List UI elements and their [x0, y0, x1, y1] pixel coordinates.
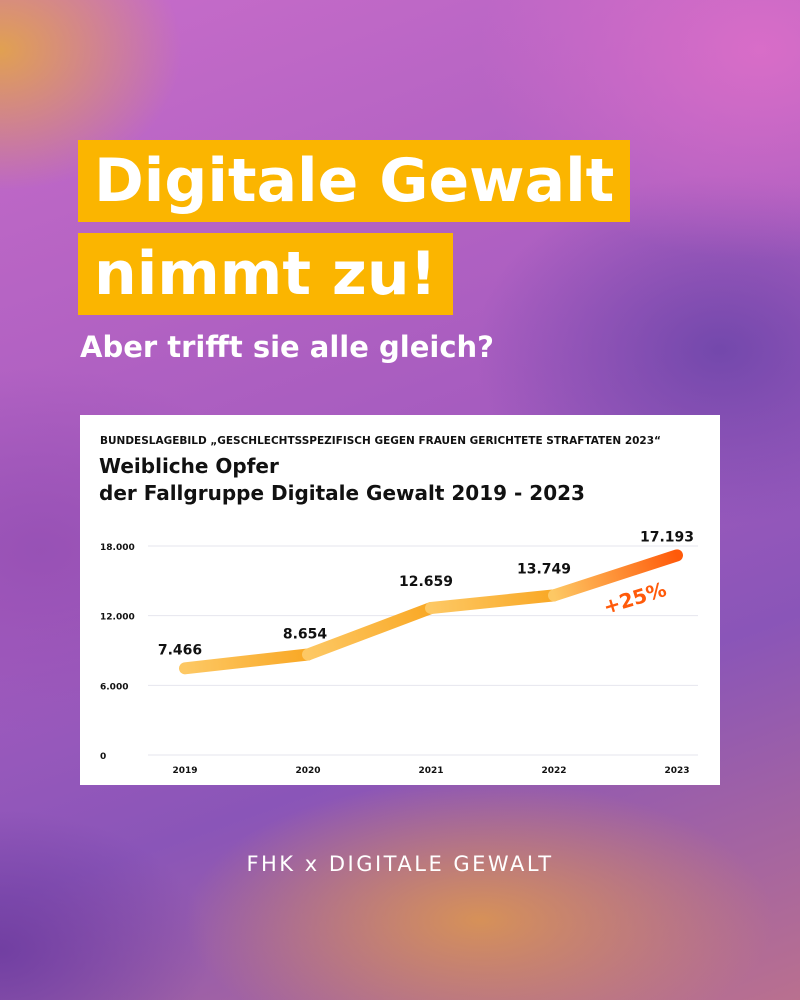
- chart-title-line-1: Weibliche Opfer: [99, 454, 279, 478]
- x-tick-label: 2023: [664, 766, 689, 776]
- growth-annotation: +25%: [600, 577, 669, 619]
- data-label: 7.466: [158, 642, 202, 658]
- chart-card: 0 6.000 12.000 18.000 2019 2020 2021 2022 2023 7.…: [80, 415, 720, 785]
- chart-title: Weibliche Opfer der Fallgruppe Digitale …: [99, 453, 585, 507]
- chart-source: BUNDESLAGEBILD „GESCHLECHTSSPEZIFISCH GE…: [100, 435, 661, 447]
- data-label: 13.749: [517, 561, 571, 577]
- line-segment: [179, 648, 314, 675]
- y-tick-label: 0: [100, 752, 106, 762]
- x-tick-label: 2019: [172, 766, 197, 776]
- line-chart: 0 6.000 12.000 18.000 2019 2020 2021 2022 2023 7.…: [100, 529, 698, 776]
- data-label: 17.193: [640, 529, 694, 545]
- line-segment: [425, 589, 560, 615]
- subheadline: Aber trifft sie alle gleich?: [80, 330, 494, 364]
- chart-title-line-2: der Fallgruppe Digitale Gewalt 2019 - 20…: [99, 481, 585, 505]
- data-label: 12.659: [399, 574, 453, 590]
- data-label: 8.654: [283, 627, 328, 643]
- footer-brand: FHK x DIGITALE GEWALT: [246, 852, 554, 876]
- line-segment: [302, 602, 437, 661]
- y-tick-label: 12.000: [100, 613, 135, 623]
- x-tick-label: 2022: [541, 766, 566, 776]
- headline-line-2: nimmt zu!: [78, 233, 453, 315]
- headline-line-1: Digitale Gewalt: [78, 140, 631, 222]
- y-tick-label: 6.000: [100, 682, 128, 692]
- line-segment: [548, 549, 683, 602]
- y-tick-label: 18.000: [100, 543, 135, 553]
- x-tick-label: 2021: [418, 766, 443, 776]
- x-tick-label: 2020: [295, 766, 320, 776]
